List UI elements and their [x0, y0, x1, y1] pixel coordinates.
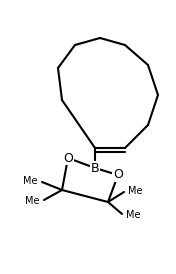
Text: Me: Me: [26, 196, 40, 206]
Text: Me: Me: [126, 210, 140, 220]
Text: O: O: [63, 152, 73, 164]
Text: O: O: [113, 169, 123, 181]
Text: Me: Me: [128, 186, 143, 196]
Text: Me: Me: [24, 176, 38, 186]
Text: B: B: [91, 161, 99, 175]
